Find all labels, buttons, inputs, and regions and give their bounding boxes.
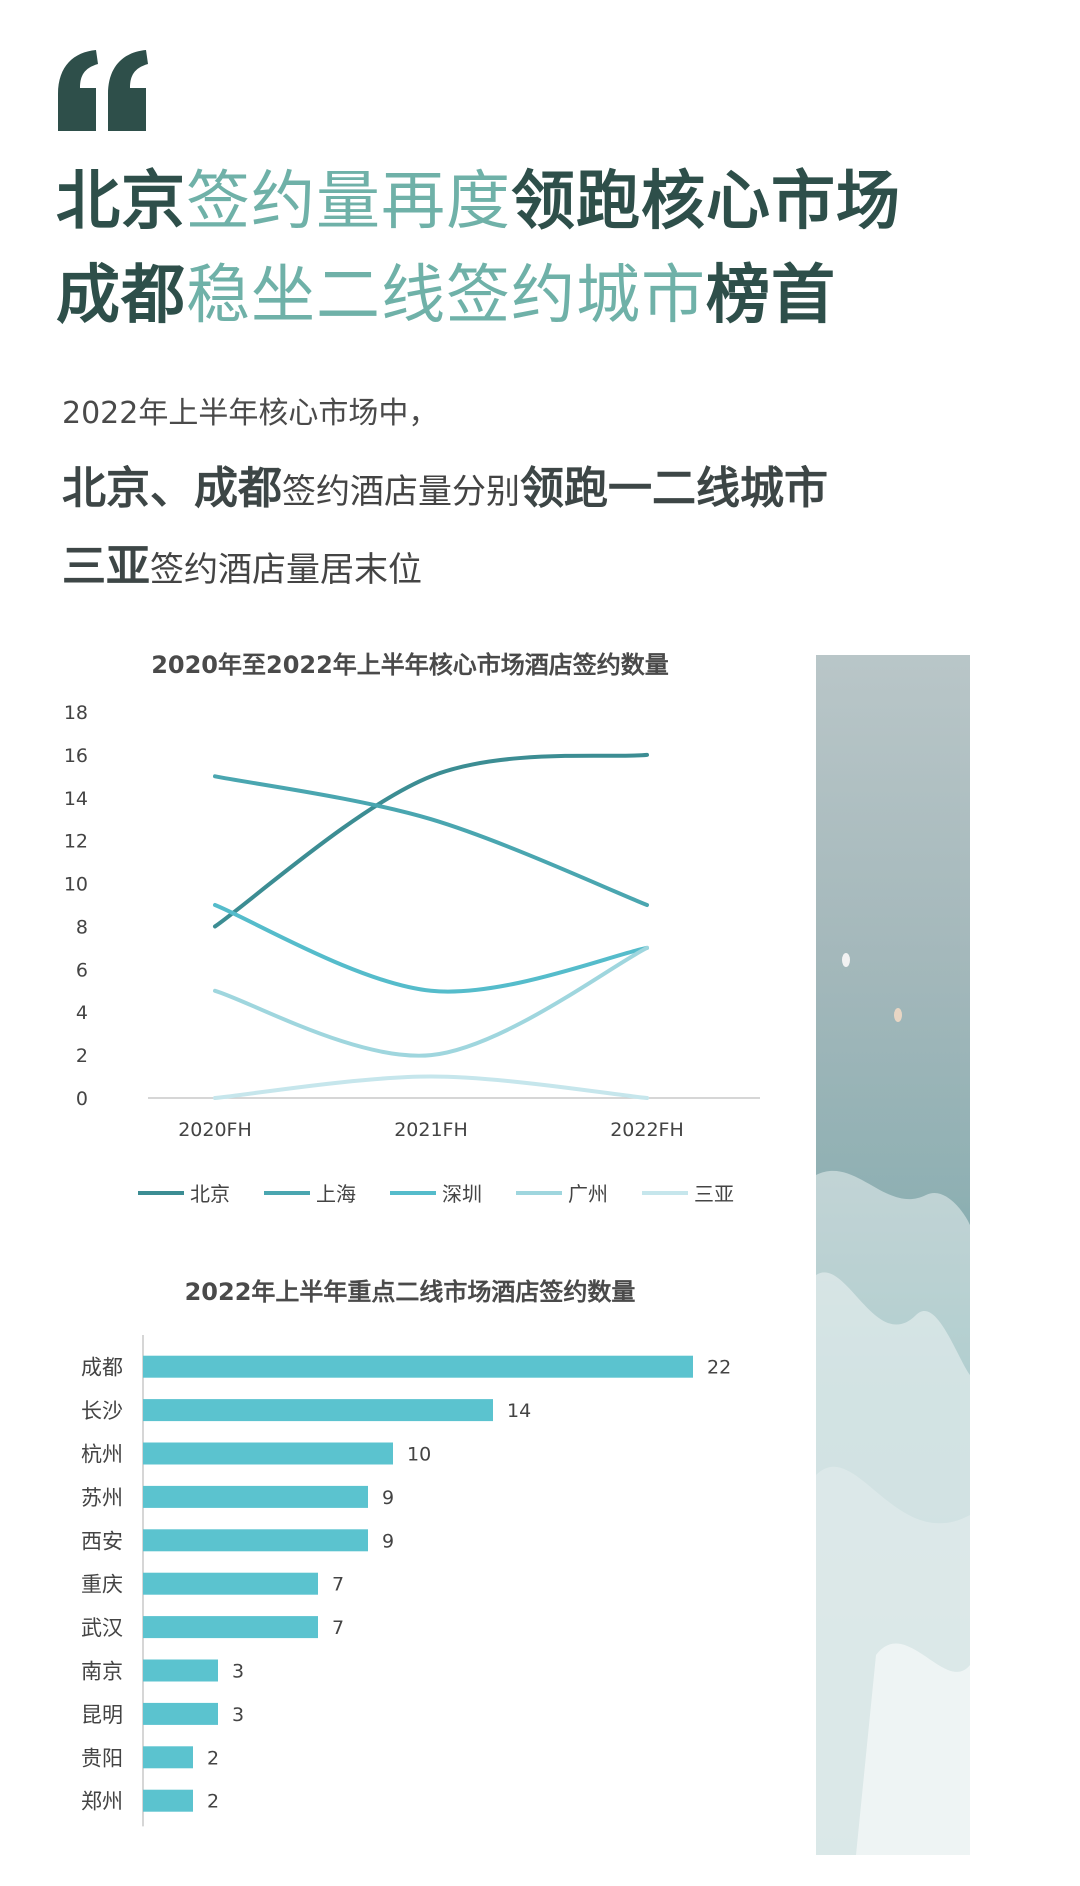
x-tick-label: 2021FH	[394, 1119, 468, 1141]
category-label: 长沙	[81, 1399, 123, 1423]
legend-item: 深圳	[390, 1178, 482, 1207]
legend-swatch	[516, 1190, 562, 1195]
legend-swatch	[642, 1190, 688, 1195]
series-line-2	[213, 903, 649, 994]
bar	[143, 1399, 493, 1422]
intro-emphasis: 北京、成都	[62, 463, 282, 514]
legend-swatch	[264, 1190, 310, 1195]
data-label: 7	[332, 1617, 344, 1639]
data-label: 7	[332, 1574, 344, 1596]
series-line-3	[213, 945, 649, 1058]
headline: 北京签约量再度领跑核心市场 成都稳坐二线签约城市榜首	[56, 155, 901, 343]
legend-label: 三亚	[694, 1182, 734, 1206]
line-chart: 0 2 4 6 8 10 12 14 16 18 2020FH 2021FH 2022FH	[64, 702, 760, 1141]
bar-chart: 成都22长沙14杭州10苏州9西安9重庆7武汉7南京3昆明3贵阳2郑州20510…	[81, 1335, 731, 1827]
headline-text: 稳坐二线签约城市	[186, 259, 706, 333]
category-label: 苏州	[81, 1486, 123, 1510]
category-label: 西安	[81, 1529, 123, 1553]
data-label: 2	[207, 1747, 219, 1769]
y-tick-label: 12	[64, 831, 88, 853]
x-tick-label: 2020FH	[178, 1119, 252, 1141]
data-label: 3	[232, 1704, 244, 1726]
y-tick-label: 4	[76, 1002, 88, 1024]
line-chart-legend: 北京 上海 深圳 广州 三亚	[138, 1178, 734, 1207]
headline-line-1: 北京签约量再度领跑核心市场	[56, 155, 901, 249]
legend-label: 北京	[190, 1182, 230, 1206]
data-label: 22	[707, 1357, 731, 1379]
y-tick-label: 18	[64, 702, 88, 724]
legend-label: 广州	[568, 1182, 608, 1206]
data-label: 9	[382, 1530, 394, 1552]
intro-emphasis: 三亚	[62, 541, 150, 592]
intro-line-1: 2022年上半年核心市场中，	[62, 396, 439, 431]
legend-label: 深圳	[442, 1182, 482, 1206]
data-label: 10	[407, 1444, 431, 1466]
category-label: 贵阳	[81, 1746, 123, 1770]
legend-swatch	[138, 1190, 184, 1195]
category-label: 成都	[81, 1356, 123, 1380]
data-label: 2	[207, 1791, 219, 1813]
bar-chart-title: 2022年上半年重点二线市场酒店签约数量	[184, 1278, 636, 1306]
data-label: 9	[382, 1487, 394, 1509]
ocean-photo	[816, 655, 970, 1855]
headline-text: 签约量再度	[186, 165, 511, 239]
series-line-1	[213, 774, 649, 907]
legend-item: 三亚	[642, 1178, 734, 1207]
headline-emphasis: 成都	[56, 259, 186, 333]
y-tick-label: 0	[76, 1088, 88, 1110]
bar	[143, 1485, 368, 1508]
legend-item: 北京	[138, 1178, 230, 1207]
bar	[143, 1659, 218, 1682]
category-label: 重庆	[81, 1573, 123, 1597]
y-tick-label: 16	[64, 745, 88, 767]
y-tick-label: 8	[76, 916, 88, 938]
intro-emphasis: 领跑一二线城市	[520, 463, 828, 514]
y-tick-label: 6	[76, 959, 88, 981]
intro-text: 签约酒店量居末位	[150, 550, 422, 590]
x-tick-label: 2022FH	[610, 1119, 684, 1141]
headline-emphasis: 北京	[56, 165, 186, 239]
category-label: 昆明	[81, 1703, 123, 1727]
series-line-0	[213, 752, 649, 929]
legend-swatch	[390, 1190, 436, 1195]
y-tick-label: 2	[76, 1045, 88, 1067]
legend-item: 上海	[264, 1178, 356, 1207]
data-label: 3	[232, 1661, 244, 1683]
quote-mark-icon	[58, 50, 148, 131]
legend-item: 广州	[516, 1178, 608, 1207]
bar	[143, 1746, 193, 1769]
intro-line-3: 三亚签约酒店量居末位	[62, 530, 422, 594]
intro-line-2: 北京、成都签约酒店量分别领跑一二线城市	[62, 452, 828, 516]
category-label: 南京	[81, 1660, 123, 1684]
category-label: 武汉	[81, 1616, 123, 1640]
line-chart-title: 2020年至2022年上半年核心市场酒店签约数量	[151, 651, 669, 679]
bar	[143, 1529, 368, 1552]
data-label: 14	[507, 1400, 531, 1422]
bar	[143, 1355, 693, 1378]
category-label: 郑州	[81, 1790, 123, 1814]
bar	[143, 1572, 318, 1595]
bar	[143, 1616, 318, 1639]
series-line-4	[213, 1074, 649, 1100]
headline-emphasis: 领跑核心市场	[511, 165, 901, 239]
headline-line-2: 成都稳坐二线签约城市榜首	[56, 249, 901, 343]
y-tick-label: 14	[64, 788, 88, 810]
bar	[143, 1789, 193, 1812]
bar	[143, 1702, 218, 1725]
y-tick-label: 10	[64, 874, 88, 896]
headline-emphasis: 榜首	[706, 259, 836, 333]
intro-text: 签约酒店量分别	[282, 472, 520, 512]
category-label: 杭州	[81, 1443, 123, 1467]
legend-label: 上海	[316, 1182, 356, 1206]
bar	[143, 1442, 393, 1465]
